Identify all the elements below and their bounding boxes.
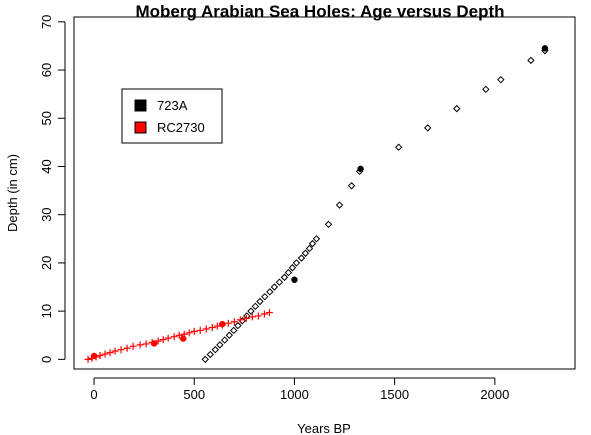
point-723a bbox=[453, 104, 461, 113]
point-723a bbox=[220, 336, 229, 344]
point-rc2730 bbox=[136, 341, 144, 349]
legend: 723A RC2730 bbox=[121, 88, 223, 144]
point-723a bbox=[225, 331, 234, 339]
x-tick-label: 500 bbox=[183, 387, 205, 402]
point-723a bbox=[211, 346, 219, 354]
point-rc2730 bbox=[150, 340, 158, 347]
y-tick-label: 70 bbox=[39, 15, 54, 29]
plot-frame bbox=[73, 16, 576, 370]
point-723a bbox=[394, 143, 403, 151]
point-723a bbox=[206, 350, 214, 359]
y-tick-label: 50 bbox=[39, 111, 54, 125]
point-723a bbox=[230, 326, 238, 335]
point-723a bbox=[305, 244, 314, 253]
point-723a bbox=[216, 341, 224, 349]
point-rc2730 bbox=[219, 320, 226, 328]
point-723a bbox=[482, 85, 490, 94]
point-rc2730 bbox=[90, 352, 98, 360]
x-axis-label: Years BP bbox=[297, 421, 351, 435]
y-axis-label: Depth (in cm) bbox=[5, 154, 20, 232]
point-rc2730 bbox=[101, 350, 109, 358]
point-rc2730 bbox=[179, 335, 187, 342]
x-tick-label: 2000 bbox=[480, 387, 509, 402]
point-rc2730 bbox=[242, 314, 250, 322]
point-723a bbox=[324, 220, 333, 229]
point-rc2730 bbox=[129, 342, 137, 350]
point-rc2730 bbox=[170, 333, 178, 341]
point-rc2730 bbox=[236, 316, 244, 324]
point-723a bbox=[280, 273, 289, 282]
point-723a bbox=[301, 249, 310, 257]
point-rc2730 bbox=[164, 334, 172, 342]
point-723a bbox=[541, 45, 549, 52]
point-rc2730 bbox=[159, 336, 167, 344]
y-tick-label: 0 bbox=[39, 356, 54, 363]
point-723a bbox=[297, 254, 306, 262]
point-rc2730 bbox=[96, 351, 104, 359]
legend-label-rc2730: RC2730 bbox=[157, 120, 205, 135]
y-tick-label: 60 bbox=[39, 63, 54, 77]
point-723a bbox=[256, 297, 264, 306]
y-tick-label: 10 bbox=[39, 304, 54, 318]
point-rc2730 bbox=[111, 347, 119, 355]
point-rc2730 bbox=[254, 312, 262, 320]
point-723a bbox=[251, 302, 260, 311]
point-723a bbox=[292, 259, 301, 267]
point-723a bbox=[335, 201, 344, 209]
point-rc2730 bbox=[190, 327, 198, 335]
point-723a bbox=[527, 56, 535, 65]
point-723a bbox=[201, 355, 209, 364]
point-723a bbox=[423, 124, 432, 132]
point-723a bbox=[247, 307, 255, 315]
point-723a bbox=[261, 292, 269, 301]
legend-swatch-723a bbox=[134, 99, 147, 112]
point-rc2730 bbox=[224, 319, 232, 327]
point-rc2730 bbox=[196, 326, 204, 334]
point-rc2730 bbox=[185, 329, 193, 337]
y-axis: 0 10 20 30 40 50 60 70 bbox=[39, 15, 66, 363]
x-tick-label: 1000 bbox=[280, 387, 309, 402]
point-rc2730 bbox=[265, 309, 273, 317]
point-723a bbox=[312, 235, 321, 243]
point-723a bbox=[288, 264, 297, 272]
point-rc2730 bbox=[84, 355, 92, 363]
point-rc2730 bbox=[117, 346, 125, 354]
point-723a bbox=[275, 278, 284, 286]
legend-box bbox=[121, 88, 223, 144]
y-tick-label: 40 bbox=[39, 159, 54, 173]
legend-swatch-rc2730 bbox=[134, 121, 147, 134]
point-rc2730 bbox=[213, 322, 221, 330]
point-rc2730 bbox=[248, 313, 256, 321]
x-tick-label: 1500 bbox=[380, 387, 409, 402]
chart-title: Moberg Arabian Sea Holes: Age versus Dep… bbox=[135, 2, 504, 21]
point-723a bbox=[497, 75, 505, 84]
point-rc2730 bbox=[260, 310, 268, 318]
point-723a bbox=[284, 268, 293, 277]
y-tick-label: 30 bbox=[39, 207, 54, 221]
point-723a bbox=[291, 276, 298, 284]
legend-label-723a: 723A bbox=[157, 98, 188, 113]
point-723a bbox=[270, 283, 279, 291]
point-723a bbox=[357, 165, 364, 173]
data-marks bbox=[84, 45, 549, 364]
point-rc2730 bbox=[175, 331, 183, 339]
point-rc2730 bbox=[208, 324, 216, 332]
y-tick-label: 20 bbox=[39, 256, 54, 270]
point-723a bbox=[234, 321, 242, 330]
point-rc2730 bbox=[142, 340, 150, 348]
point-rc2730 bbox=[230, 318, 238, 326]
point-723a bbox=[266, 288, 274, 296]
x-tick-label: 0 bbox=[90, 387, 97, 402]
x-axis: 0 500 1000 1500 2000 bbox=[90, 377, 509, 402]
point-723a bbox=[347, 182, 356, 190]
point-723a bbox=[308, 239, 317, 248]
point-rc2730 bbox=[106, 349, 114, 357]
point-rc2730 bbox=[202, 325, 210, 333]
point-rc2730 bbox=[123, 344, 131, 352]
